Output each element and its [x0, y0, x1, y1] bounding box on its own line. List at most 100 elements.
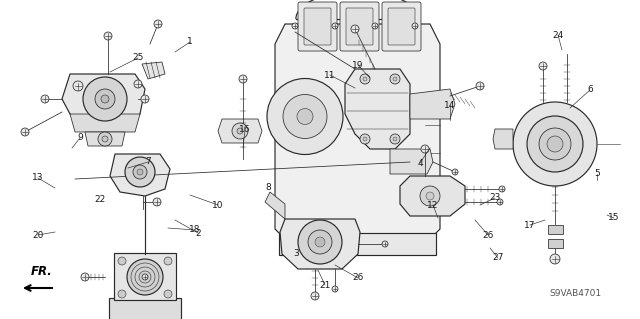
Text: 27: 27 — [492, 254, 504, 263]
FancyBboxPatch shape — [547, 225, 563, 234]
Circle shape — [102, 136, 108, 142]
Text: 17: 17 — [524, 220, 536, 229]
FancyBboxPatch shape — [109, 298, 181, 319]
Text: S9VAB4701: S9VAB4701 — [550, 289, 602, 298]
Circle shape — [426, 192, 434, 200]
Circle shape — [237, 128, 243, 134]
Text: 24: 24 — [552, 31, 564, 40]
Circle shape — [513, 102, 597, 186]
Circle shape — [142, 274, 148, 280]
Text: 12: 12 — [428, 201, 438, 210]
Circle shape — [499, 186, 505, 192]
Text: 19: 19 — [352, 61, 364, 70]
Polygon shape — [400, 176, 465, 216]
Text: FR.: FR. — [31, 265, 53, 278]
FancyBboxPatch shape — [304, 8, 331, 45]
Polygon shape — [85, 132, 125, 146]
Circle shape — [476, 82, 484, 90]
Circle shape — [118, 257, 126, 265]
Circle shape — [390, 134, 400, 144]
Text: 8: 8 — [265, 182, 271, 191]
Text: 4: 4 — [417, 159, 423, 167]
Circle shape — [267, 78, 343, 154]
Circle shape — [393, 137, 397, 141]
Circle shape — [351, 25, 359, 33]
Circle shape — [83, 77, 127, 121]
Polygon shape — [275, 24, 440, 239]
Circle shape — [363, 137, 367, 141]
Circle shape — [134, 80, 142, 88]
Circle shape — [497, 199, 503, 205]
Text: 6: 6 — [587, 85, 593, 94]
Circle shape — [539, 128, 571, 160]
Polygon shape — [70, 114, 140, 132]
Circle shape — [232, 123, 248, 139]
Text: 10: 10 — [212, 201, 224, 210]
Circle shape — [81, 273, 89, 281]
FancyBboxPatch shape — [279, 233, 436, 255]
Circle shape — [390, 74, 400, 84]
Circle shape — [308, 230, 332, 254]
Text: 23: 23 — [490, 194, 500, 203]
FancyBboxPatch shape — [298, 2, 337, 51]
Circle shape — [141, 95, 149, 103]
Circle shape — [125, 157, 155, 187]
Text: 26: 26 — [483, 231, 493, 240]
Circle shape — [298, 220, 342, 264]
Text: 3: 3 — [293, 249, 299, 257]
Polygon shape — [345, 69, 410, 149]
Circle shape — [297, 108, 313, 124]
Circle shape — [393, 77, 397, 81]
Polygon shape — [390, 149, 433, 174]
Polygon shape — [265, 192, 285, 219]
Text: 22: 22 — [94, 196, 106, 204]
Text: 14: 14 — [444, 100, 456, 109]
Circle shape — [98, 132, 112, 146]
Circle shape — [154, 20, 162, 28]
FancyBboxPatch shape — [388, 8, 415, 45]
Text: 21: 21 — [319, 280, 331, 290]
Circle shape — [550, 254, 560, 264]
Circle shape — [118, 290, 126, 298]
Text: 16: 16 — [239, 125, 251, 135]
Text: 25: 25 — [132, 54, 144, 63]
Circle shape — [133, 165, 147, 179]
Circle shape — [363, 77, 367, 81]
Circle shape — [164, 257, 172, 265]
Text: 20: 20 — [32, 231, 44, 240]
FancyBboxPatch shape — [382, 2, 421, 51]
Text: 18: 18 — [189, 226, 201, 234]
Text: 5: 5 — [594, 169, 600, 179]
Circle shape — [332, 286, 338, 292]
Circle shape — [164, 290, 172, 298]
Text: 1: 1 — [187, 38, 193, 47]
Circle shape — [372, 23, 378, 29]
Circle shape — [420, 186, 440, 206]
Circle shape — [153, 198, 161, 206]
Circle shape — [539, 62, 547, 70]
Circle shape — [239, 75, 247, 83]
FancyBboxPatch shape — [340, 2, 379, 51]
Polygon shape — [62, 74, 145, 132]
Circle shape — [452, 169, 458, 175]
Circle shape — [332, 23, 338, 29]
Circle shape — [412, 23, 418, 29]
Polygon shape — [218, 119, 262, 143]
Circle shape — [101, 95, 109, 103]
Polygon shape — [410, 89, 455, 119]
Circle shape — [95, 89, 115, 109]
Polygon shape — [142, 62, 165, 79]
Text: 9: 9 — [77, 133, 83, 143]
Circle shape — [104, 32, 112, 40]
Circle shape — [547, 136, 563, 152]
Polygon shape — [280, 219, 360, 269]
FancyBboxPatch shape — [346, 8, 373, 45]
Circle shape — [315, 237, 325, 247]
Circle shape — [360, 134, 370, 144]
Text: 7: 7 — [145, 158, 151, 167]
Circle shape — [41, 95, 49, 103]
Text: 11: 11 — [324, 70, 336, 79]
FancyBboxPatch shape — [114, 253, 176, 300]
Circle shape — [311, 292, 319, 300]
Circle shape — [127, 259, 163, 295]
